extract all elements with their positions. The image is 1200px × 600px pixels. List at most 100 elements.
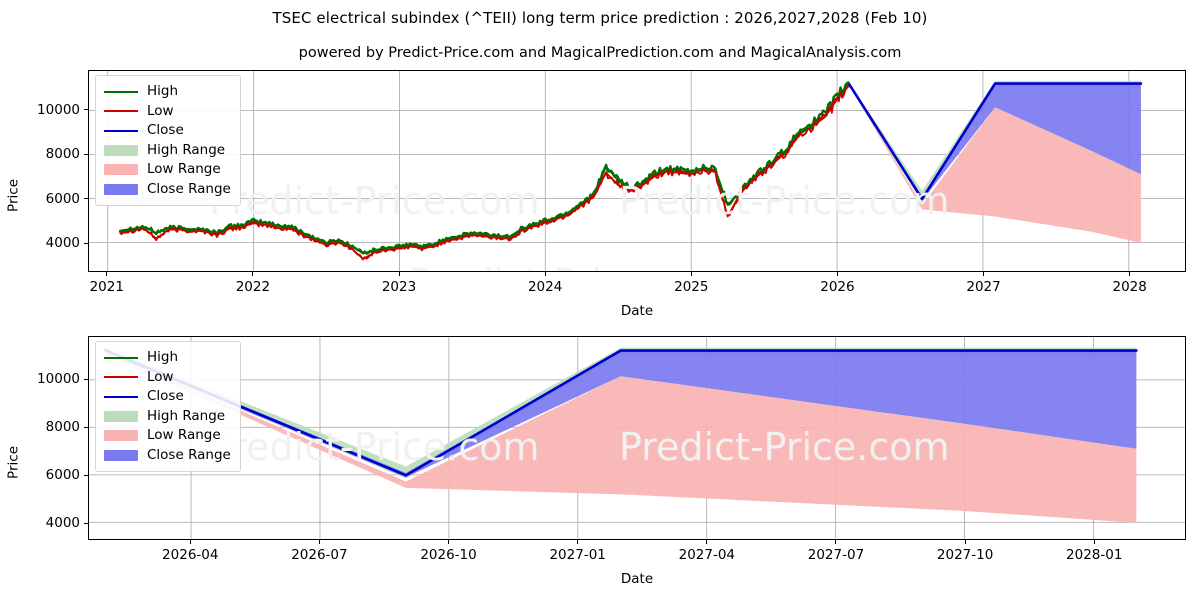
bottom-chart-canvas [89,337,1185,539]
y-tick-mark [84,522,88,524]
x-tick-mark [835,540,837,544]
y-tick-mark [84,242,88,244]
y-tick-mark [84,426,88,428]
x-tick-mark [448,540,450,544]
x-tick-mark [706,540,708,544]
y-tick-label: 6000 [45,190,80,207]
legend-label: High Range [147,407,226,424]
y-tick-mark [84,474,88,476]
legend-item-low[interactable]: Low [104,102,231,122]
x-tick-mark [544,272,546,276]
bottom-chart-x-axis-label: Date [620,571,654,587]
y-tick-mark [84,109,88,111]
y-tick-label: 4000 [45,515,80,532]
legend-label: Low Range [147,427,221,443]
x-tick-label: 2026 [820,279,855,295]
legend-item-high-range[interactable]: High Range [104,141,231,161]
legend-item-high-range[interactable]: High Range [104,407,231,427]
y-tick-mark [84,378,88,380]
legend-label: High [147,83,179,99]
series-close [103,348,1138,477]
x-tick-mark [1129,272,1131,276]
x-tick-label: 2025 [674,279,709,295]
y-tick-mark [84,198,88,200]
bottom-chart-y-axis-label: Price [5,446,22,479]
legend-swatch-close-range-icon [104,183,138,195]
legend-item-close-range[interactable]: Close Range [104,180,231,200]
x-tick-mark [398,272,400,276]
page-title: TSEC electrical subindex (^TEII) long te… [272,9,928,27]
legend-swatch-low-icon [104,371,138,383]
y-tick-label: 10000 [37,371,80,388]
legend-label: Low Range [147,161,221,177]
legend-swatch-low-icon [104,105,138,117]
series-high-historical [119,80,850,255]
y-tick-label: 4000 [45,235,80,252]
x-tick-label: 2028-01 [1066,547,1123,563]
x-tick-mark [577,540,579,544]
legend-item-high[interactable]: High [104,82,231,102]
x-tick-label: 2027-10 [936,547,994,563]
x-tick-label: 2021 [89,279,124,295]
legend-label: Close [147,122,184,138]
figure-subtitle: powered by Predict-Price.com and Magical… [298,45,902,61]
legend-item-close[interactable]: Close [104,121,231,141]
x-tick-label: 2028 [1112,279,1147,295]
x-tick-label: 2024 [527,279,563,295]
series-low-historical [119,85,850,261]
band-close-range [105,349,1137,478]
legend-swatch-close-icon [104,391,138,403]
bottom-chart-plot-area: Predict-Price.com Predict-Price.com [88,336,1186,540]
legend-swatch-high-icon [104,86,138,98]
x-tick-mark [983,272,985,276]
bottom-chart-legend[interactable]: High Low Close High Range Low Range Close Ran… [95,341,241,472]
legend-swatch-low-range-icon [104,430,138,442]
y-tick-label: 10000 [37,101,80,118]
top-chart-legend[interactable]: High Low Close High Range Low Range Close Ran… [95,75,241,206]
x-tick-label: 2027-01 [549,547,606,563]
x-tick-label: 2022 [235,279,271,295]
x-tick-mark [318,540,320,544]
y-tick-label: 8000 [45,419,80,436]
legend-swatch-low-range-icon [104,164,138,176]
y-tick-label: 8000 [45,146,80,163]
x-tick-mark [964,540,966,544]
x-tick-label: 2027-04 [678,547,736,563]
legend-label: High [147,349,179,365]
legend-item-low-range[interactable]: Low Range [104,160,231,180]
legend-item-close-range[interactable]: Close Range [104,446,231,466]
top-chart-y-axis-label: Price [5,179,22,212]
y-tick-label: 6000 [45,467,80,484]
x-tick-mark [1093,540,1095,544]
band-low-range [105,352,1137,523]
y-tick-mark [84,153,88,155]
x-tick-label: 2027-07 [807,547,865,563]
legend-item-close[interactable]: Close [104,387,231,407]
legend-swatch-close-icon [104,125,138,137]
legend-label: Low [147,102,174,119]
x-tick-label: 2023 [381,279,417,295]
x-tick-mark [690,272,692,276]
legend-swatch-high-icon [104,352,138,364]
x-tick-label: 2026-04 [162,547,219,563]
x-tick-label: 2026-07 [291,547,348,563]
legend-label: Low [147,368,174,385]
legend-swatch-high-range-icon [104,410,138,422]
band-low-range [849,84,1141,243]
top-chart-plot-area: Predict-Price.com Predict-Price.com Pred… [88,70,1186,272]
legend-item-high[interactable]: High [104,348,231,368]
x-tick-mark [189,540,191,544]
x-tick-label: 2027 [966,279,1001,295]
x-tick-label: 2026-10 [420,547,477,563]
x-tick-mark [106,272,108,276]
band-close-range [849,83,1141,201]
legend-label: Close Range [147,446,231,463]
legend-label: Close [147,388,184,404]
legend-item-low-range[interactable]: Low Range [104,426,231,446]
legend-label: High Range [147,141,226,158]
top-chart-x-axis-label: Date [620,303,654,319]
series-close [847,82,1143,201]
x-tick-mark [252,272,254,276]
legend-item-low[interactable]: Low [104,368,231,388]
